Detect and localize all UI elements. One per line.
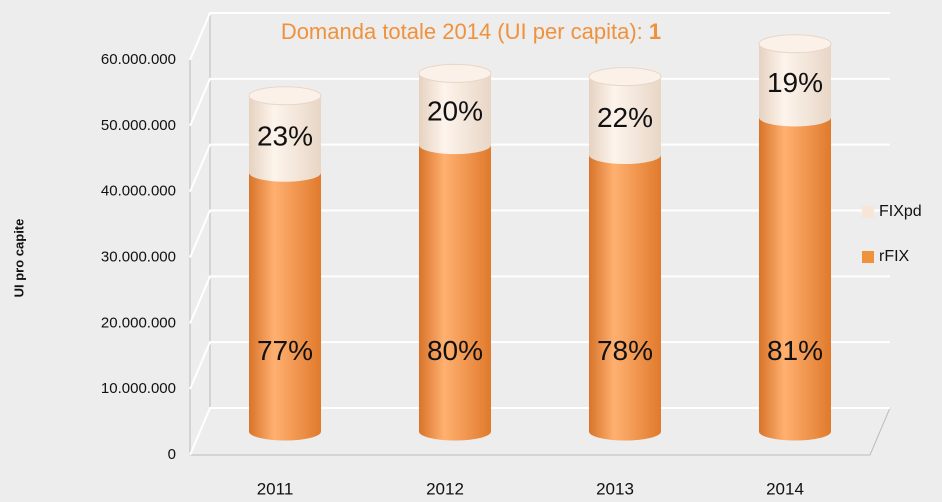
cylinder-body [419, 145, 491, 441]
x-tick-label: 2011 [257, 479, 294, 498]
share-label: 22% [597, 102, 653, 133]
legend-swatch [862, 251, 874, 263]
y-tick-label: 30.000.000 [101, 248, 176, 265]
cylinder-segment [419, 145, 491, 441]
grid-line [189, 209, 890, 258]
legend-label: rFIX [879, 248, 910, 265]
y-tick-label: 50.000.000 [101, 117, 176, 134]
share-label: 20% [427, 96, 483, 127]
share-label: 23% [257, 121, 313, 152]
grid-line [189, 77, 890, 127]
cylinder-body [759, 117, 831, 441]
cylinder-segment [758, 34, 832, 127]
grid-line [189, 407, 890, 456]
y-axis-title: UI pro capite [11, 219, 26, 298]
share-label: 78% [597, 335, 653, 366]
title-value: 1 [649, 19, 661, 44]
cylinder-segment [418, 63, 492, 155]
cylinder-body [249, 172, 321, 441]
grid-line [189, 275, 890, 324]
cylinder-top [248, 86, 322, 106]
y-tick-label: 60.000.000 [101, 51, 176, 68]
y-tick-label: 20.000.000 [101, 314, 176, 331]
cylinder-body [419, 73, 491, 155]
y-tick-label: 40.000.000 [101, 183, 176, 200]
cylinder-segment [589, 155, 661, 441]
y-tick-label: 10.000.000 [101, 380, 176, 397]
grid-line [189, 143, 890, 193]
x-tick-label: 2014 [766, 479, 804, 498]
legend-label: FIXpd [879, 203, 922, 220]
x-tick-label: 2013 [596, 479, 634, 498]
cylinder-body [589, 76, 661, 164]
cylinder-body [759, 43, 831, 127]
cylinder-segment [759, 117, 831, 441]
cylinder-segment [248, 86, 322, 182]
cylinder-body [249, 95, 321, 182]
cylinder-segment [588, 67, 662, 164]
share-label: 77% [257, 335, 313, 366]
title-text: Domanda totale 2014 (UI per capita): [281, 19, 643, 44]
share-label: 19% [767, 67, 823, 98]
cylinder-top [588, 67, 662, 87]
grid-line [189, 12, 890, 61]
cylinder-segment [249, 172, 321, 441]
chart-title: Domanda totale 2014 (UI per capita): 1 [281, 19, 661, 44]
x-tick-label: 2012 [426, 479, 464, 498]
cylinder-top [418, 63, 492, 83]
cylinder-top [758, 34, 832, 54]
grid-line [189, 341, 890, 390]
share-label: 80% [427, 335, 483, 366]
share-label: 81% [767, 335, 823, 366]
y-tick-label: 0 [168, 446, 176, 463]
legend-swatch [862, 206, 874, 218]
cylinder-body [589, 155, 661, 441]
